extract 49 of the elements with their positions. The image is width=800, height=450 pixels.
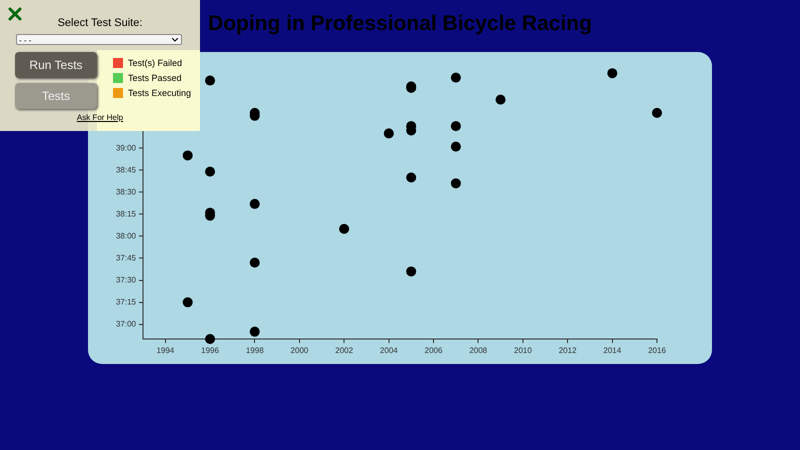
y-tick-label: 38:00 <box>116 231 137 240</box>
run-button: Run Tests <box>15 52 97 78</box>
annotation: Test(s) Failed <box>128 58 182 68</box>
point <box>450 72 461 83</box>
x-tick-label: 1998 <box>246 346 264 356</box>
x-tick-label: 2004 <box>380 346 398 356</box>
y-tick-label: 39:00 <box>116 143 137 152</box>
point <box>406 266 416 276</box>
x-tick-label: 2008 <box>469 346 488 356</box>
x-tick-label: 2002 <box>335 346 354 356</box>
point <box>250 326 260 337</box>
suite-dropdown: - - - <box>16 34 182 45</box>
text: Select Test Suite: <box>56 17 144 29</box>
y-tick-label: 37:30 <box>116 275 137 284</box>
point <box>652 108 662 118</box>
annotation: Tests Executing <box>128 88 192 98</box>
point <box>205 334 216 344</box>
x-tick-label: 2012 <box>558 346 578 356</box>
chart-title: Doping in Professional Bicycle Racing <box>208 12 592 35</box>
annotation: Tests Passed <box>128 73 182 83</box>
y-tick-label: 37:45 <box>116 253 137 262</box>
point <box>384 128 394 138</box>
y-tick-label: 37:15 <box>116 297 137 306</box>
x-tick-label: 2016 <box>648 346 666 356</box>
point <box>339 224 350 234</box>
point <box>406 172 416 182</box>
point <box>205 166 216 177</box>
point <box>182 150 193 160</box>
y-tick-label: 38:30 <box>116 187 137 196</box>
x-tick-label: 2014 <box>603 346 622 356</box>
x-tick-label: 2010 <box>514 346 532 356</box>
y-tick-label: 38:45 <box>116 165 137 174</box>
point <box>182 297 193 308</box>
point <box>450 121 461 132</box>
point <box>450 142 461 152</box>
x-tick-label: 1996 <box>201 346 220 356</box>
point <box>250 258 260 268</box>
y-tick-label: 37:00 <box>116 320 137 329</box>
x-tick-label: 2006 <box>424 346 443 356</box>
text: Ask For Help <box>76 113 124 122</box>
point <box>205 76 216 86</box>
x-tick-label: 2000 <box>290 346 309 356</box>
tests-button: Tests <box>15 83 97 109</box>
x-tick-label: 1994 <box>156 346 175 356</box>
point <box>450 178 461 188</box>
point <box>496 94 506 105</box>
point <box>250 198 260 209</box>
point <box>607 68 618 78</box>
y-tick-label: 38:15 <box>116 209 137 218</box>
